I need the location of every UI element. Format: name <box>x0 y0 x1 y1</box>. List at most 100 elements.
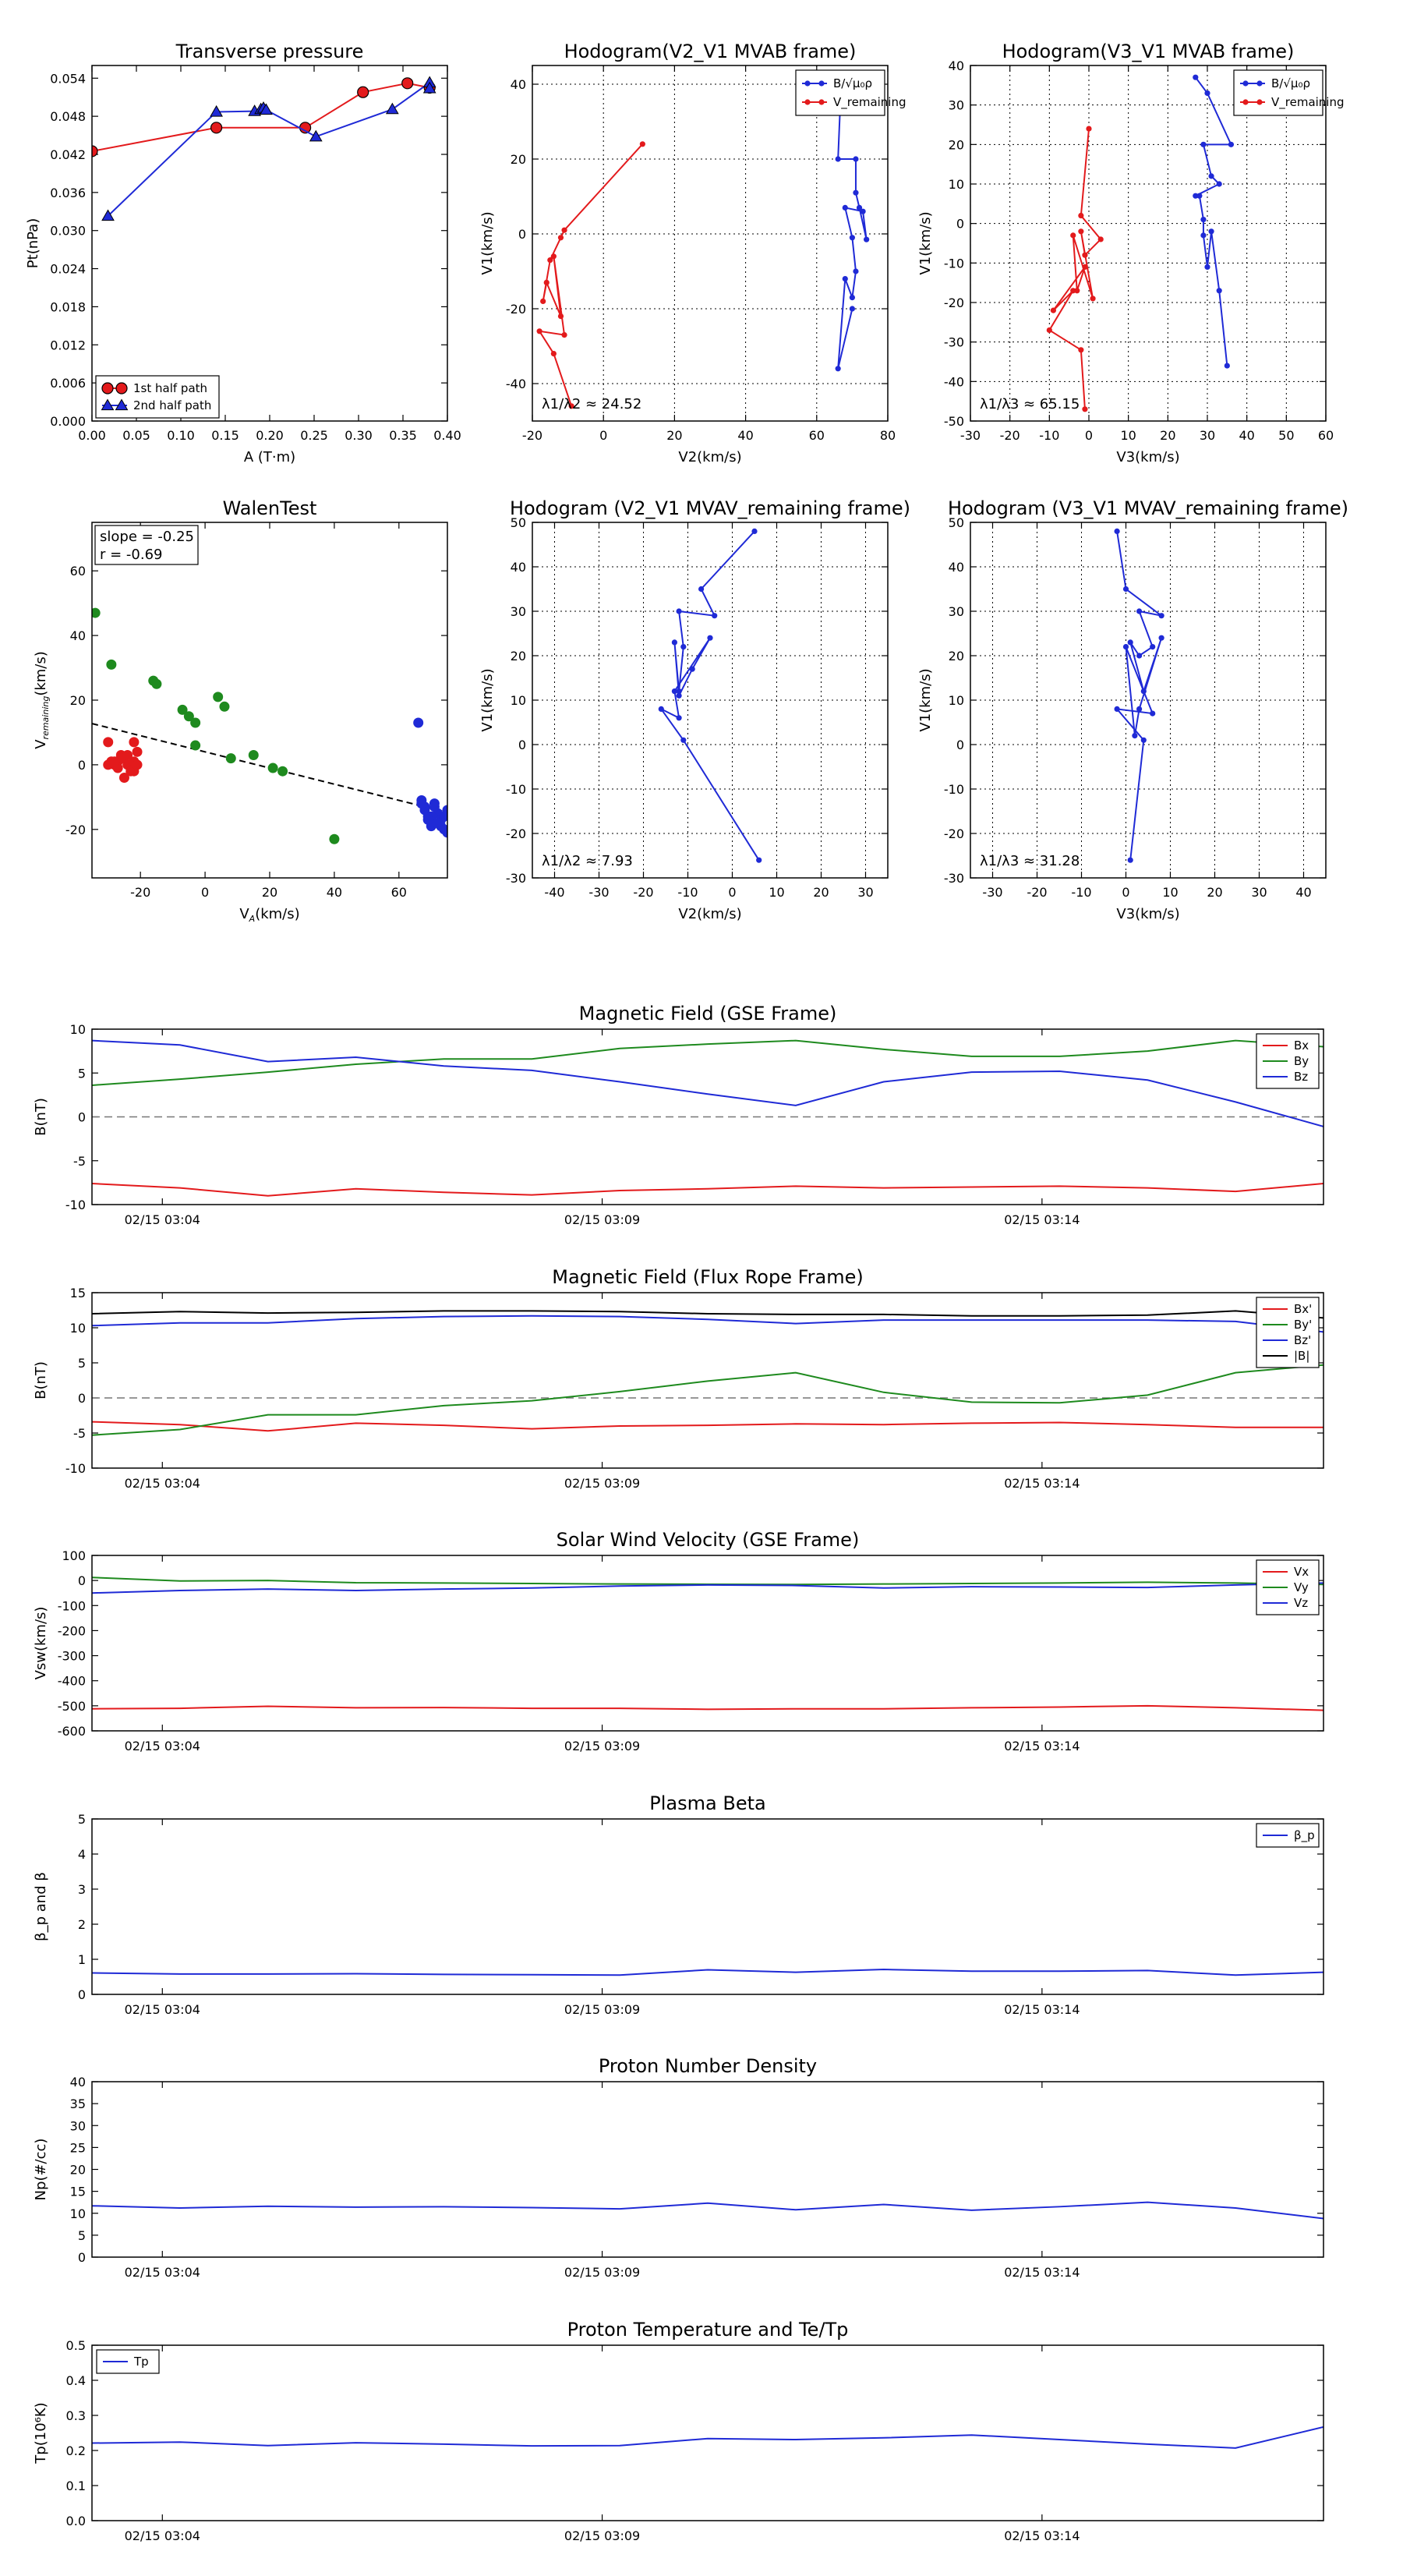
data-point <box>842 204 848 211</box>
data-point <box>1082 264 1088 270</box>
x-tick-label: 0 <box>1085 428 1093 443</box>
y-axis-label: Vremaining(km/s) <box>33 651 51 749</box>
legend-label: B/√μ₀ρ <box>833 76 872 90</box>
plot-area <box>1046 74 1234 412</box>
legend-label: |B| <box>1294 1349 1309 1363</box>
chart-title: Proton Number Density <box>599 2055 817 2077</box>
data-point <box>101 209 115 221</box>
data-point <box>329 833 340 844</box>
y-tick-label: 0 <box>78 1391 86 1406</box>
data-point <box>190 717 201 728</box>
x-tick-label: 02/15 03:04 <box>125 1212 200 1227</box>
data-point <box>151 678 162 689</box>
axes-frame <box>91 2344 1324 2521</box>
data-point <box>676 692 682 699</box>
data-point <box>842 276 848 282</box>
data-point <box>835 156 841 162</box>
data-point <box>118 772 129 783</box>
data-point <box>109 756 120 767</box>
data-point <box>540 298 546 304</box>
series-line-np <box>92 2201 1323 2220</box>
plot-area <box>92 76 436 221</box>
x-tick-label: 40 <box>327 885 342 900</box>
data-point <box>853 189 859 196</box>
chart-vsw: Solar Wind Velocity (GSE Frame) -600 -500 -… <box>33 1529 1324 1753</box>
data-point <box>103 737 114 748</box>
chart-title: Transverse pressure <box>175 41 364 62</box>
plot-area <box>92 1576 1323 1711</box>
y-tick-label: 40 <box>70 628 86 643</box>
y-tick-label: 0.5 <box>66 2338 86 2353</box>
series-line-blue <box>660 530 760 861</box>
data-point <box>1208 173 1214 179</box>
data-point <box>357 86 369 98</box>
series-line-bx <box>92 1421 1323 1432</box>
y-tick-label: -20 <box>65 823 86 837</box>
series-line-bz <box>92 1039 1323 1127</box>
legend-marker <box>804 99 811 105</box>
x-tick-label: 80 <box>880 428 896 443</box>
x-tick-label: 02/15 03:14 <box>1004 1476 1080 1491</box>
y-tick-label: 30 <box>70 2118 86 2133</box>
x-tick-label: 60 <box>1318 428 1334 443</box>
y-axis-label: V1(km/s) <box>917 668 934 731</box>
y-tick-label: -400 <box>58 1674 86 1689</box>
data-point <box>751 528 758 535</box>
series-line-vy <box>92 1576 1323 1586</box>
data-point <box>129 737 140 748</box>
data-point <box>1140 737 1147 743</box>
y-tick-label: 40 <box>70 2075 86 2089</box>
data-point <box>433 818 444 829</box>
y-tick-label: -300 <box>58 1649 86 1664</box>
x-tick-label: 20 <box>1207 885 1222 900</box>
legend-marker <box>1256 80 1263 87</box>
data-point <box>1200 217 1207 223</box>
y-tick-label: -20 <box>944 295 964 310</box>
data-point <box>277 766 288 777</box>
x-tick-label: 02/15 03:09 <box>564 1476 640 1491</box>
data-point <box>676 608 682 614</box>
x-tick-label: -20 <box>633 885 653 900</box>
x-tick-label: -20 <box>1000 428 1020 443</box>
y-tick-label: 35 <box>70 2097 86 2111</box>
series-line-bx <box>92 1183 1323 1197</box>
legend-marker <box>101 398 115 411</box>
y-tick-label: 0 <box>78 1987 86 2002</box>
y-tick-label: 30 <box>949 98 964 113</box>
data-point <box>1078 212 1084 219</box>
correlation-label: r = -0.69 <box>100 547 163 563</box>
data-point <box>132 759 143 770</box>
data-point <box>849 295 855 301</box>
x-tick-label: 0.25 <box>300 428 328 443</box>
data-point <box>671 639 678 646</box>
y-tick-label: 10 <box>511 693 526 708</box>
data-point <box>1114 528 1120 535</box>
x-axis-label: VA(km/s) <box>239 906 299 924</box>
y-axis-label: V1(km/s) <box>917 211 934 274</box>
y-tick-label: 0.012 <box>50 338 86 352</box>
legend-box <box>95 375 220 419</box>
legend-marker <box>101 382 114 395</box>
data-point <box>92 607 101 618</box>
y-tick-label: -5 <box>73 1154 86 1169</box>
x-tick-label: 60 <box>809 428 825 443</box>
y-tick-label: 20 <box>949 649 964 663</box>
y-tick-label: 0.054 <box>50 71 86 86</box>
data-point <box>860 208 866 214</box>
legend-marker <box>1256 99 1263 105</box>
x-tick-label: 40 <box>1239 428 1254 443</box>
series-line-vx <box>92 1704 1323 1711</box>
data-point <box>106 659 117 670</box>
x-tick-label: 0 <box>728 885 736 900</box>
data-point <box>680 737 687 743</box>
data-point <box>561 332 567 338</box>
data-point <box>1158 635 1164 641</box>
legend-box <box>1233 69 1323 116</box>
y-tick-label: -10 <box>65 1461 86 1476</box>
data-point <box>213 692 224 702</box>
y-axis-label: Np(#/cc) <box>33 2139 49 2201</box>
eigenvalue-ratio: λ1/λ2 ≈ 24.52 <box>542 396 641 412</box>
data-point <box>267 763 278 773</box>
data-point <box>676 688 682 695</box>
